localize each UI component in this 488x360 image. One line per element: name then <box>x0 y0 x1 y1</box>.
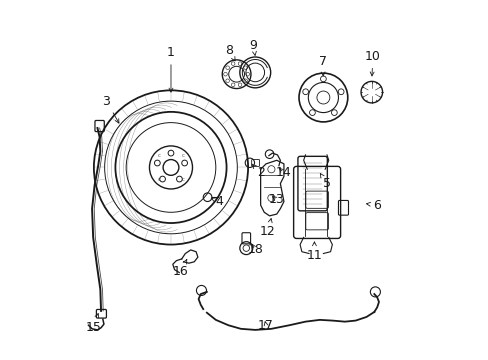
Text: 14: 14 <box>276 166 291 179</box>
Text: c: c <box>181 153 184 158</box>
Text: 15: 15 <box>85 314 101 333</box>
Text: c: c <box>181 177 184 182</box>
Text: 2: 2 <box>251 164 264 179</box>
Text: 3: 3 <box>102 95 119 123</box>
Text: 17: 17 <box>258 319 273 332</box>
Text: 13: 13 <box>268 193 284 206</box>
Text: 8: 8 <box>225 44 235 61</box>
Text: 16: 16 <box>172 260 188 278</box>
Text: c: c <box>157 153 160 158</box>
Text: 1: 1 <box>167 46 175 92</box>
Text: c: c <box>157 177 160 182</box>
Text: 4: 4 <box>211 195 223 208</box>
Text: 12: 12 <box>260 219 275 238</box>
Text: 6: 6 <box>366 199 380 212</box>
Text: 9: 9 <box>249 39 257 55</box>
Text: 5: 5 <box>320 174 330 190</box>
Text: 7: 7 <box>318 55 326 76</box>
Text: 10: 10 <box>364 50 380 76</box>
Text: 11: 11 <box>306 242 322 262</box>
Text: 18: 18 <box>247 243 263 256</box>
